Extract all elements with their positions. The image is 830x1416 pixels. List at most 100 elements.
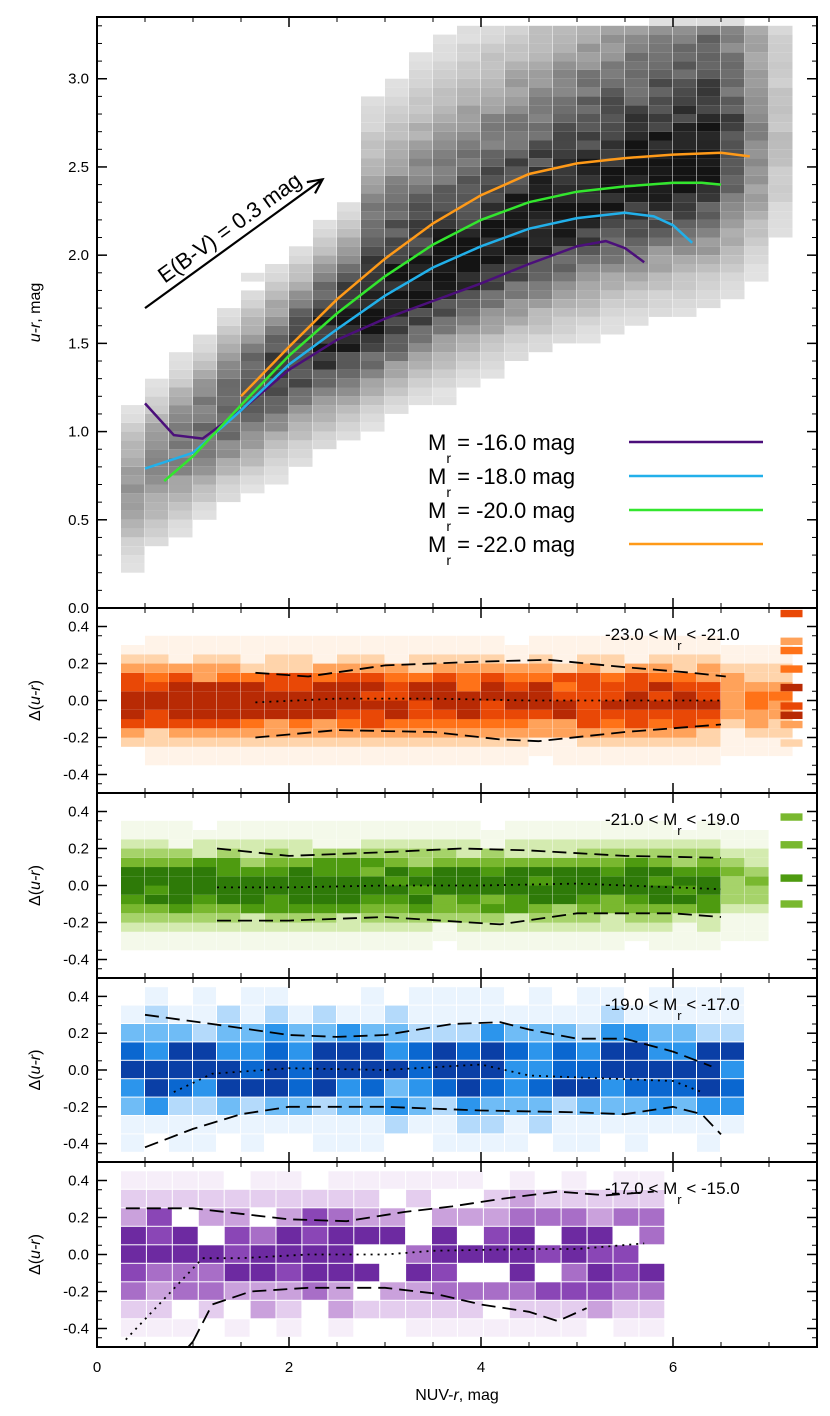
heatmap-cell	[432, 1208, 457, 1226]
heatmap-cell	[217, 756, 241, 766]
heatmap-cell	[121, 663, 145, 673]
heatmap-cell	[649, 264, 673, 273]
heatmap-cell	[505, 52, 529, 62]
heatmap-cell	[457, 343, 481, 353]
heatmap-cell	[505, 941, 529, 951]
heatmap-cell	[561, 1300, 587, 1319]
heatmap-cell	[313, 746, 337, 757]
heatmap-cell	[354, 1300, 380, 1319]
heatmap-cell	[553, 281, 577, 291]
heatmap-cell	[145, 1005, 168, 1023]
heatmap-cell	[625, 1042, 648, 1060]
heatmap-cell	[649, 114, 673, 123]
heatmap-cell	[769, 672, 793, 683]
heatmap-cell	[553, 885, 577, 895]
heatmap-cell	[385, 149, 409, 159]
heatmap-cell	[673, 202, 697, 211]
heatmap-cell	[697, 820, 721, 831]
heatmap-cell	[337, 885, 361, 895]
heatmap-cell	[121, 728, 145, 738]
heatmap-cell	[769, 140, 793, 150]
heatmap-cell	[145, 885, 169, 895]
heatmap-cell	[697, 211, 721, 220]
heatmap-cell	[121, 867, 145, 877]
heatmap-cell	[337, 691, 361, 701]
heatmap-cell	[529, 922, 553, 932]
heatmap-cell	[553, 290, 577, 300]
heatmap-cell	[361, 820, 385, 831]
heatmap-cell	[193, 369, 217, 379]
heatmap-cell	[328, 1171, 354, 1189]
heatmap-cell	[409, 237, 433, 247]
heatmap-cell	[145, 904, 169, 914]
heatmap-cell	[169, 941, 193, 951]
heatmap-cell	[241, 987, 264, 1005]
heatmap-cell	[697, 700, 721, 710]
heatmap-cell	[250, 1171, 276, 1189]
heatmap-cell	[553, 904, 577, 914]
heatmap-cell	[625, 308, 649, 317]
heatmap-cell	[265, 361, 289, 370]
heatmap-cell	[457, 308, 481, 317]
heatmap-cell	[481, 1097, 504, 1115]
heatmap-cell	[457, 1024, 480, 1042]
heatmap-cell	[276, 1189, 302, 1208]
heatmap-cell	[529, 175, 553, 185]
heatmap-cell	[361, 894, 385, 905]
heatmap-cell	[313, 931, 337, 942]
heatmap-cell	[601, 167, 625, 176]
heatmap-cell	[241, 700, 265, 710]
heatmap-cell	[121, 537, 145, 547]
heatmap-cell	[673, 52, 697, 62]
heatmap-cell	[745, 913, 769, 923]
heatmap-cell	[625, 728, 649, 738]
heatmap-cell	[553, 52, 577, 62]
heatmap-cell	[361, 405, 385, 414]
heatmap-cell	[673, 922, 697, 932]
heatmap-cell	[745, 719, 769, 729]
heatmap-cell	[121, 820, 145, 831]
heatmap-cell	[505, 1079, 528, 1097]
heatmap-cell	[625, 122, 649, 132]
heatmap-cell	[313, 1079, 336, 1097]
range-label: -23.0 < Mr < -21.0	[605, 625, 740, 653]
heatmap-cell	[433, 105, 457, 114]
heatmap-cell	[673, 17, 697, 26]
y-tick-label: 1.0	[68, 424, 89, 441]
heatmap-cell	[505, 43, 529, 53]
heatmap-cell	[337, 737, 361, 747]
heatmap-cell	[505, 69, 529, 79]
heatmap-cell	[409, 913, 433, 923]
heatmap-cell	[121, 839, 145, 849]
heatmap-cell	[535, 1245, 561, 1263]
heatmap-cell	[337, 746, 361, 757]
heatmap-cell	[328, 1208, 354, 1226]
heatmap-cell	[553, 25, 577, 35]
heatmap-cell	[433, 361, 457, 370]
heatmap-cell	[313, 281, 337, 291]
heatmap-cell	[289, 1042, 312, 1060]
heatmap-cell	[145, 466, 169, 476]
heatmap-cell	[289, 290, 313, 300]
heatmap-cell	[313, 290, 337, 300]
heatmap-cell	[529, 105, 553, 114]
heatmap-cell	[721, 737, 745, 747]
heatmap-cell	[385, 325, 409, 335]
heatmap-cell	[721, 645, 745, 655]
heatmap-cell	[529, 931, 553, 942]
heatmap-cell	[313, 857, 337, 868]
heatmap-cell	[673, 219, 697, 229]
heatmap-cell	[265, 396, 289, 406]
heatmap-cell	[673, 87, 697, 97]
heatmap-cell	[601, 1097, 624, 1115]
heatmap-cell	[409, 343, 433, 353]
heatmap-cell	[529, 114, 553, 123]
heatmap-cell	[385, 334, 409, 344]
heatmap-cell	[289, 334, 313, 344]
heatmap-cell	[649, 820, 673, 831]
heatmap-cell	[553, 1042, 576, 1060]
heatmap-cell	[289, 272, 313, 282]
heatmap-cell	[289, 299, 313, 309]
heatmap-cell	[241, 876, 265, 886]
heatmap-cell	[505, 700, 529, 710]
